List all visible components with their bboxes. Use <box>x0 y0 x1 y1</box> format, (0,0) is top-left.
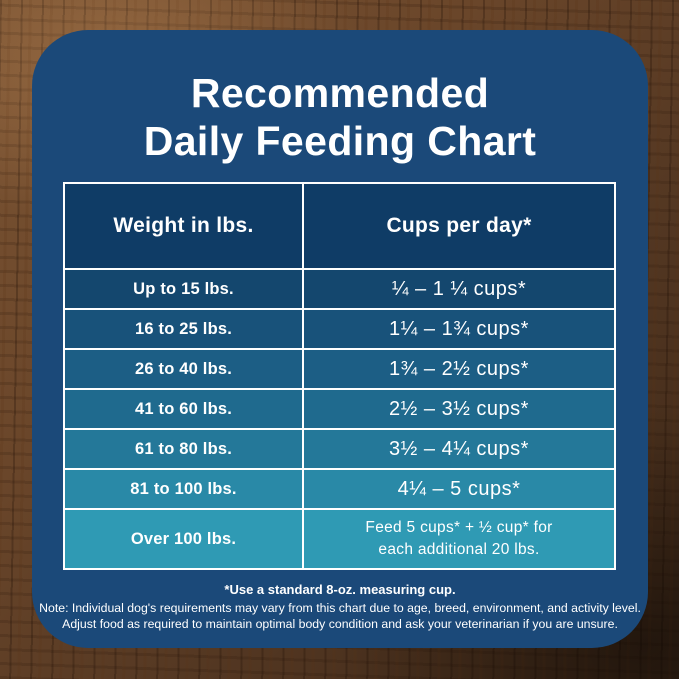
weight-value: 61 to 80 lbs. <box>134 439 233 458</box>
page-title-line2: Daily Feeding Chart <box>143 117 537 164</box>
cups-value: 3½ – 4¼ cups* <box>389 437 529 460</box>
weight-cell: Up to 15 lbs. <box>65 270 302 308</box>
page-title-line1: Recommended <box>190 70 490 116</box>
cups-cell: Feed 5 cups* + ½ cup* for each additiona… <box>304 510 614 568</box>
header-cell-cups: Cups per day* <box>304 184 614 268</box>
table-row: 81 to 100 lbs. 4¼ – 5 cups* <box>65 470 614 508</box>
table-header-row: Weight in lbs. Cups per day* <box>65 184 614 268</box>
weight-cell: 81 to 100 lbs. <box>65 470 302 508</box>
table-row: 41 to 60 lbs. 2½ – 3½ cups* <box>65 390 614 428</box>
weight-value: 41 to 60 lbs. <box>134 399 233 418</box>
weight-value: 16 to 25 lbs. <box>134 319 233 338</box>
weight-cell: Over 100 lbs. <box>65 510 302 568</box>
feeding-table: Weight in lbs. Cups per day* Up to 15 lb… <box>63 182 616 570</box>
cups-value: 1¼ – 1¾ cups* <box>389 317 529 340</box>
feeding-chart-panel: Recommended Daily Feeding Chart Weight i… <box>32 30 648 648</box>
disclaimer-line1: Note: Individual dog's requirements may … <box>39 601 641 615</box>
weight-value: 26 to 40 lbs. <box>134 359 233 378</box>
cups-value-line1: Feed 5 cups* + ½ cup* for <box>365 518 553 536</box>
table-row: Up to 15 lbs. ¼ – 1 ¼ cups* <box>65 270 614 308</box>
table-row: 26 to 40 lbs. 1¾ – 2½ cups* <box>65 350 614 388</box>
cups-cell: 3½ – 4¼ cups* <box>304 430 614 468</box>
weight-cell: 41 to 60 lbs. <box>65 390 302 428</box>
cups-value: ¼ – 1 ¼ cups* <box>391 277 527 300</box>
measuring-cup-note: *Use a standard 8-oz. measuring cup. <box>224 582 456 597</box>
weight-cell: 26 to 40 lbs. <box>65 350 302 388</box>
disclaimer-line2: Adjust food as required to maintain opti… <box>62 617 618 632</box>
header-cups-label: Cups per day* <box>386 214 532 237</box>
page-title: Recommended Daily Feeding Chart <box>32 30 648 166</box>
header-weight-label: Weight in lbs. <box>113 214 254 237</box>
cups-cell: 1¾ – 2½ cups* <box>304 350 614 388</box>
cups-value: 4¼ – 5 cups* <box>397 477 521 500</box>
cups-cell: 2½ – 3½ cups* <box>304 390 614 428</box>
cups-cell: 1¼ – 1¾ cups* <box>304 310 614 348</box>
table-row: 16 to 25 lbs. 1¼ – 1¾ cups* <box>65 310 614 348</box>
header-cell-weight: Weight in lbs. <box>65 184 302 268</box>
weight-value: 81 to 100 lbs. <box>130 479 237 498</box>
cups-value: 2½ – 3½ cups* <box>389 397 529 420</box>
table-row: 61 to 80 lbs. 3½ – 4¼ cups* <box>65 430 614 468</box>
weight-cell: 16 to 25 lbs. <box>65 310 302 348</box>
cups-value: 1¾ – 2½ cups* <box>389 357 529 380</box>
weight-value: Over 100 lbs. <box>130 529 237 548</box>
cups-cell: 4¼ – 5 cups* <box>304 470 614 508</box>
weight-cell: 61 to 80 lbs. <box>65 430 302 468</box>
table-row: Over 100 lbs. Feed 5 cups* + ½ cup* for … <box>65 510 614 568</box>
footnotes: *Use a standard 8-oz. measuring cup. Not… <box>32 582 648 632</box>
cups-cell: ¼ – 1 ¼ cups* <box>304 270 614 308</box>
cups-value-line2: each additional 20 lbs. <box>378 541 540 558</box>
weight-value: Up to 15 lbs. <box>133 279 234 298</box>
